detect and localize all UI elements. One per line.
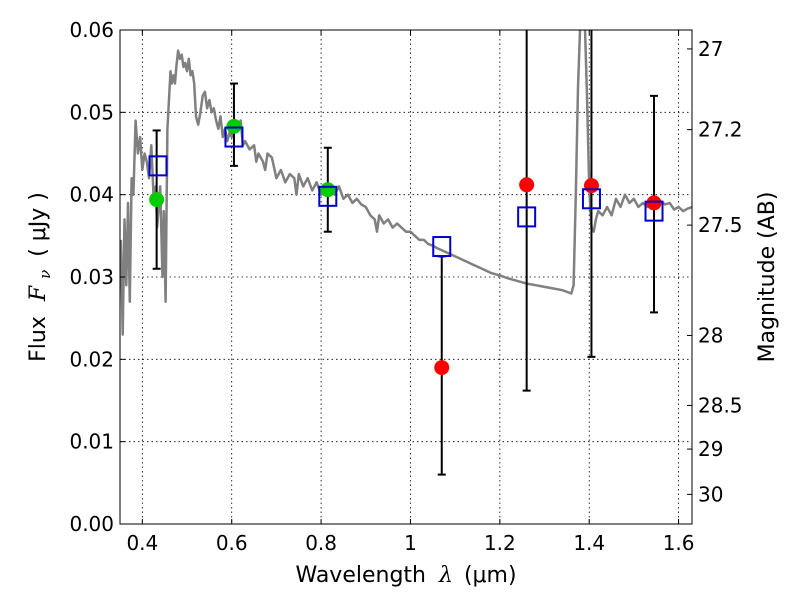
x-axis-label: Wavelength λ (μm) <box>295 563 516 588</box>
y2-tick-label: 28 <box>698 323 723 347</box>
x-axis-label-unit: (μm) <box>464 563 517 588</box>
model-sed-layer <box>120 30 692 336</box>
x-tick-label: 1 <box>404 531 417 555</box>
observed-point <box>434 360 450 376</box>
y2-tick-label: 27.5 <box>698 213 743 237</box>
model-photometry-point <box>224 126 244 148</box>
observed-points-layer <box>149 118 662 376</box>
observed-point <box>646 195 662 211</box>
y2-tick-label: 27.2 <box>698 118 743 142</box>
x-tick-label: 1.4 <box>573 531 605 555</box>
y2-tick-label: 30 <box>698 482 723 506</box>
y-axis-ticks: 0.00 0.01 0.02 0.03 0.04 0.05 0.06 <box>69 18 125 536</box>
x-tick-label: 0.6 <box>216 531 248 555</box>
model-photometry-point <box>581 188 601 210</box>
y2-tick-label: 28.5 <box>698 393 743 417</box>
y-axis-label-unit: ( μJy ) <box>26 192 51 257</box>
y2-axis-ticks: 27 27.2 27.5 28 28.5 29 30 <box>687 37 743 506</box>
observed-point <box>583 178 599 194</box>
error-bars-layer <box>152 30 659 476</box>
observed-point <box>226 118 242 134</box>
x-axis-ticks: 0.4 0.6 0.8 1 1.2 1.4 1.6 <box>126 30 695 555</box>
y-tick-label: 0.05 <box>69 100 114 124</box>
y2-axis-label: Magnitude (AB) <box>755 192 780 363</box>
y-tick-label: 0.01 <box>69 430 114 454</box>
model-photometry-point <box>644 200 664 222</box>
x-tick-label: 1.2 <box>484 531 516 555</box>
x-tick-label: 0.4 <box>126 531 158 555</box>
x-tick-label: 1.6 <box>663 531 695 555</box>
model-photometry-point <box>318 185 338 207</box>
x-axis-label-symbol: λ <box>438 563 453 588</box>
y-tick-label: 0.02 <box>69 347 114 371</box>
y-tick-label: 0.04 <box>69 183 114 207</box>
model-photometry-layer <box>148 126 664 258</box>
y-axis-label: Flux F ν ( μJy ) <box>26 192 56 362</box>
model-photometry-point <box>432 236 452 258</box>
y-axis-label-text: Flux <box>26 316 51 362</box>
y-axis-label-symbol: F <box>26 285 51 302</box>
observed-point <box>320 182 336 198</box>
model-photometry-point <box>517 206 537 228</box>
y-tick-label: 0.06 <box>69 18 114 42</box>
x-tick-label: 0.8 <box>305 531 337 555</box>
y-tick-label: 0.00 <box>69 512 114 536</box>
observed-point <box>149 192 165 208</box>
observed-point <box>519 177 535 193</box>
model-photometry-point <box>148 155 168 177</box>
y2-tick-label: 29 <box>698 437 723 461</box>
y-axis-label-subscript: ν <box>36 270 54 279</box>
x-axis-label-text: Wavelength <box>295 563 426 588</box>
y-tick-label: 0.03 <box>69 265 114 289</box>
y2-tick-label: 27 <box>698 37 723 61</box>
model-sed-line <box>120 30 692 336</box>
